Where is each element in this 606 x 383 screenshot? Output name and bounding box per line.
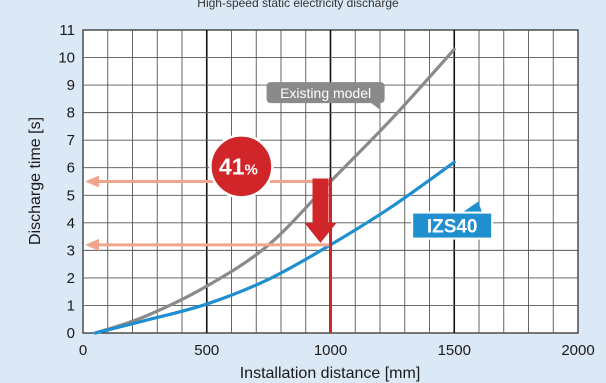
x-axis-title: Installation distance [mm]: [240, 365, 421, 382]
series-line-izs40: [93, 160, 456, 335]
reduction-value: 41%: [219, 153, 258, 179]
existing-model-label-box: [266, 82, 385, 104]
y-tick-label: 10: [58, 50, 75, 67]
existing-model-label-pointer: [368, 101, 381, 111]
annotations: 41% Existing model IZS40: [85, 82, 494, 333]
reduction-unit: %: [245, 161, 258, 178]
izs40-label-pointer: [462, 201, 483, 213]
x-tick-label: 2000: [561, 342, 594, 359]
izs40-level-arrow-head: [85, 238, 99, 251]
x-tick-label: 500: [194, 342, 219, 359]
y-tick-label: 4: [67, 215, 75, 232]
y-tick-label: 5: [67, 187, 75, 204]
x-tick-label: 0: [79, 342, 87, 359]
y-tick-label: 6: [67, 160, 75, 177]
y-tick-label: 11: [59, 22, 75, 39]
existing-model-label: Existing model: [280, 85, 371, 101]
x-tick-label: 1000: [314, 342, 347, 359]
series-lines: [93, 47, 456, 335]
tick-labels: 0 500 1000 1500 2000 0 1 2 3 4 5 6 7 8 9 10 11: [58, 22, 594, 359]
y-tick-label: 2: [67, 270, 75, 287]
existing-level-arrow-head: [85, 175, 99, 188]
y-tick-label: 0: [67, 325, 75, 342]
reduction-badge: [209, 134, 274, 199]
x-tick-label: 1500: [438, 342, 471, 359]
reduction-arrow: [304, 178, 337, 243]
header-text: High-speed static electricity discharge: [197, 0, 399, 10]
y-tick-label: 1: [67, 297, 75, 314]
izs40-callout: IZS40: [411, 201, 494, 240]
series-line-existing-model: [93, 47, 456, 335]
y-tick-label: 7: [67, 132, 75, 149]
izs40-label-box: [411, 211, 494, 240]
y-tick-label: 3: [67, 242, 75, 259]
izs40-label: IZS40: [427, 217, 478, 238]
izs40-level-arrow: [85, 238, 331, 251]
y-tick-label: 8: [67, 105, 75, 122]
y-tick-label: 9: [67, 77, 75, 94]
y-axis-title: Discharge time [s]: [27, 117, 44, 245]
existing-model-callout: Existing model: [266, 82, 385, 111]
